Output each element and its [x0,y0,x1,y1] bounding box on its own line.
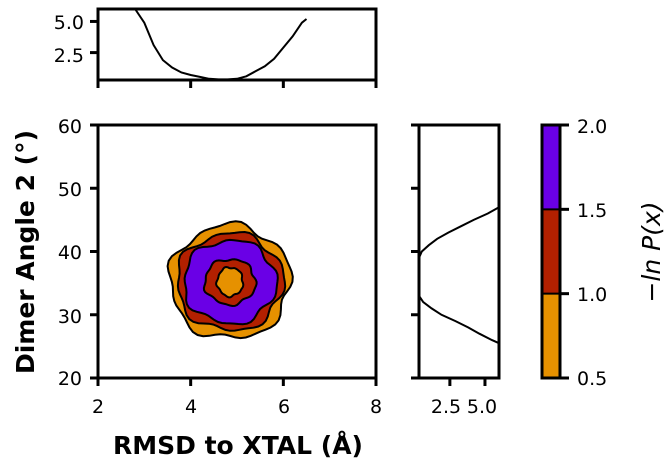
joint-ytick-40: 40 [58,242,82,264]
marginal-y-xtick-5-0: 5.0 [467,396,497,418]
joint-panel: 2 4 6 8 20 30 40 50 60 RMSD to XTAL (Å) … [11,116,382,460]
joint-xtick-4: 4 [185,396,197,418]
marginal-y-xtick-2-5: 2.5 [431,396,461,418]
colorbar-tick-1-5: 1.5 [577,200,607,222]
marginal-x-ytick-5-0: 5.0 [54,12,84,34]
contour-level-5 [215,265,245,299]
colorbar-band-3 [542,125,560,210]
colorbar-tick-0-5: 0.5 [577,368,607,390]
colorbar-tick-2-0: 2.0 [577,116,607,138]
marginal-x-panel: 2.5 5.0 [54,7,378,88]
colorbar-band-2 [542,209,560,294]
marginal-x-frame [96,7,378,82]
joint-ytick-50: 50 [58,179,82,201]
colorbar-frame [540,123,562,380]
joint-frame [96,123,378,380]
joint-xtick-6: 6 [278,396,290,418]
joint-xtick-2: 2 [92,396,104,418]
colorbar: 0.5 1.0 1.5 2.0 −ln P(x) [540,116,666,390]
marginal-x-ytick-2-5: 2.5 [54,45,84,67]
joint-xtick-8: 8 [370,396,382,418]
colorbar-tick-1-0: 1.0 [577,284,607,306]
marginal-x-line [134,8,308,81]
y-axis-label: Dimer Angle 2 (°) [11,130,40,374]
joint-ytick-30: 30 [58,306,82,328]
marginal-y-frame [417,123,501,380]
x-axis-label: RMSD to XTAL (Å) [113,431,363,460]
colorbar-band-1 [542,293,560,378]
colorbar-label: −ln P(x) [637,201,666,302]
joint-ytick-20: 20 [58,368,82,390]
marginal-y-line [418,206,500,345]
marginal-y-panel: 2.5 5.0 [411,123,501,418]
joint-ytick-60: 60 [58,116,82,138]
